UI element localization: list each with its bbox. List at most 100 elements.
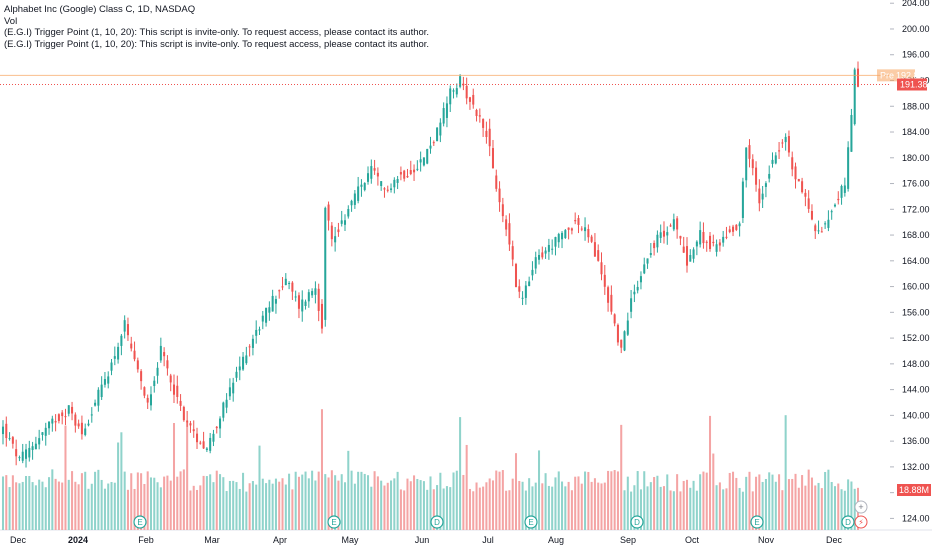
candle-body: [334, 236, 337, 243]
time-tick-label: Jul: [482, 535, 494, 545]
volume-bar: [462, 474, 465, 530]
candle-body: [462, 83, 465, 86]
volume-bar: [633, 485, 636, 530]
volume-bar: [271, 483, 274, 530]
candle-body: [1, 426, 5, 435]
volume-bar: [126, 489, 129, 530]
volume-bar: [123, 471, 126, 530]
volume-bar: [228, 480, 231, 530]
volume-bar: [67, 479, 70, 530]
volume-legend[interactable]: Vol: [4, 15, 18, 27]
price-axis: [890, 0, 932, 550]
event-marker-label: D: [634, 518, 640, 527]
indicator-legend-1[interactable]: (E.G.I) Trigger Point (1, 10, 20): This …: [4, 27, 430, 38]
candle-body: [705, 241, 708, 243]
candle-body: [307, 292, 310, 302]
candle-body: [90, 414, 93, 416]
candle-body: [419, 159, 422, 163]
volume-bar: [113, 482, 116, 530]
volume-bar: [281, 478, 284, 530]
volume-bar: [491, 480, 495, 530]
candle-body: [281, 286, 284, 288]
candle-body: [639, 276, 642, 283]
volume-bar: [324, 474, 327, 530]
prev-close-label: 192.80: [896, 70, 924, 80]
candle-body: [353, 193, 356, 205]
volume-bar: [409, 481, 412, 530]
volume-bar: [84, 471, 87, 530]
candle-body: [432, 142, 435, 144]
candle-body: [330, 225, 333, 240]
flash-icon-glyph: ⚡: [858, 518, 864, 527]
volume-bar: [544, 473, 547, 530]
candle-body: [567, 227, 570, 230]
candle-body: [265, 307, 268, 323]
volume-bar: [778, 474, 781, 530]
volume-bar: [1, 476, 5, 530]
time-tick-label: Oct: [685, 535, 700, 545]
volume-bar: [748, 471, 751, 530]
candle-body: [541, 252, 544, 258]
candle-body: [271, 295, 274, 312]
candle-body: [107, 376, 110, 384]
volume-bar: [702, 471, 705, 530]
volume-bar: [468, 488, 471, 530]
event-marker-label: D: [845, 518, 851, 527]
candle-body: [630, 298, 633, 312]
candle-body: [607, 287, 610, 303]
volume-bar: [265, 483, 268, 530]
candle-body: [715, 244, 718, 252]
volume-bar: [669, 490, 672, 530]
volume-bar: [518, 480, 521, 530]
candle-body: [593, 242, 596, 257]
candle-body: [182, 406, 185, 421]
candle-body: [97, 389, 100, 406]
volume-bar: [639, 489, 642, 530]
volume-bar: [390, 480, 393, 530]
volume-bar: [90, 483, 93, 530]
volume-bar: [94, 471, 97, 530]
candle-body: [205, 448, 208, 450]
candle-body: [71, 406, 74, 414]
volume-bar: [258, 445, 261, 530]
candle-body: [5, 423, 8, 439]
candle-body: [442, 108, 445, 124]
candle-body: [590, 236, 593, 242]
candle-body: [856, 68, 860, 87]
symbol-title[interactable]: Alphabet Inc (Google) Class C, 1D, NASDA…: [4, 4, 196, 15]
candle-body: [74, 414, 77, 426]
volume-bar: [51, 469, 54, 530]
volume-bar: [291, 489, 294, 530]
volume-bar: [74, 481, 77, 530]
volume-bar: [732, 471, 735, 530]
volume-bar: [34, 485, 37, 530]
candle-body: [48, 421, 51, 429]
candle-body: [416, 168, 419, 170]
volume-bar: [143, 483, 146, 530]
time-tick-label: Jun: [415, 535, 430, 545]
candle-body: [653, 243, 656, 249]
volume-bar: [149, 477, 153, 530]
candle-body: [320, 303, 324, 329]
candle-body: [521, 297, 524, 299]
time-tick-label: Apr: [273, 535, 287, 545]
candle-body: [570, 228, 573, 231]
volume-bar: [370, 486, 373, 530]
volume-bar: [455, 470, 458, 530]
volume-bar: [80, 473, 83, 530]
time-tick-label: Mar: [204, 535, 220, 545]
volume-bar: [801, 475, 804, 530]
candle-body: [159, 345, 162, 361]
volume-bar: [11, 475, 14, 530]
indicator-legend-2[interactable]: (E.G.I) Trigger Point (1, 10, 20): This …: [4, 38, 430, 50]
volume-bar: [163, 476, 166, 530]
volume-bar: [820, 488, 823, 530]
candle-body: [94, 402, 97, 406]
volume-bar: [551, 486, 554, 530]
candle-body: [222, 402, 225, 418]
candle-body: [626, 320, 629, 335]
candle-body: [472, 94, 475, 105]
time-tick-label: Dec: [10, 535, 27, 545]
